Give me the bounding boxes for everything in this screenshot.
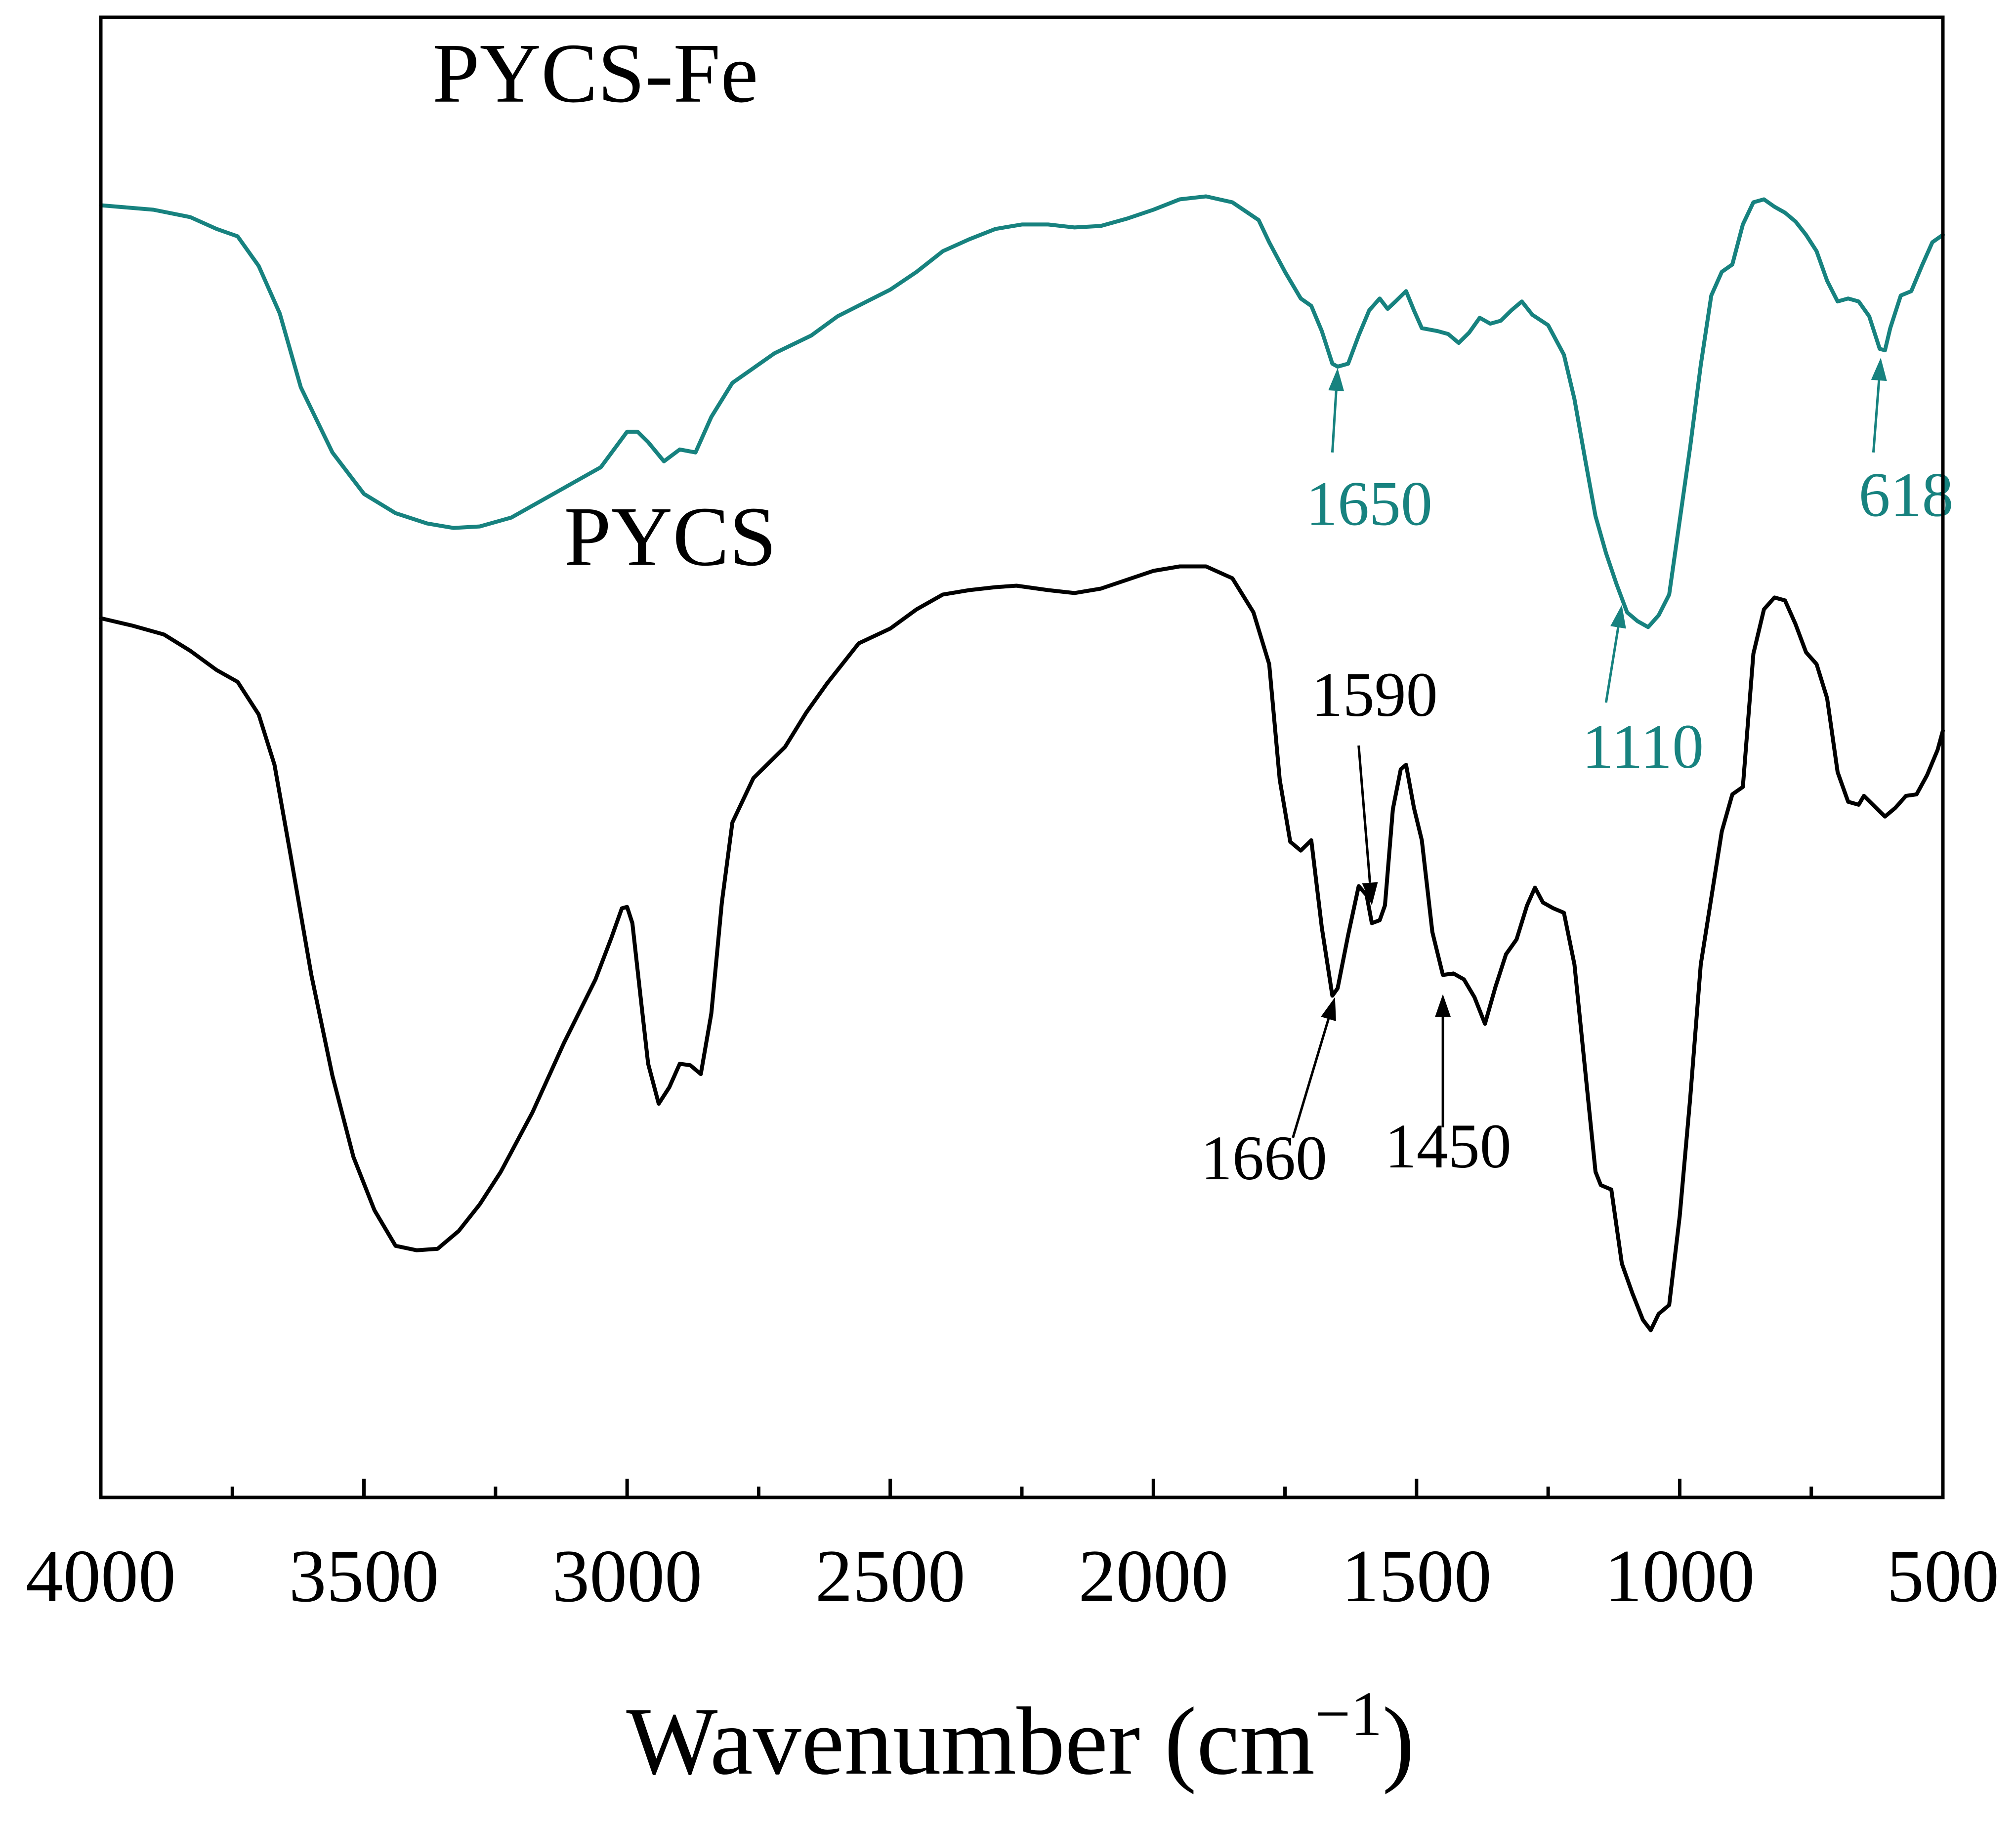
series-line-pycs (99, 564, 1945, 1332)
peak-label-1450: 1450 (1385, 1111, 1512, 1181)
x-axis-label-superscript: −1 (1315, 1679, 1382, 1749)
x-tick-label-4000: 4000 (26, 1534, 176, 1617)
x-tick-label-3500: 3500 (289, 1534, 439, 1617)
peak-label-1110: 1110 (1582, 711, 1704, 782)
x-tick-label-500: 500 (1887, 1534, 1999, 1617)
annotation-arrowhead-1450 (1435, 994, 1451, 1017)
x-tick-label-1500: 1500 (1342, 1534, 1492, 1617)
x-tick-label-2500: 2500 (815, 1534, 966, 1617)
x-axis-ticks: 4000 3500 3000 2500 2000 1500 1000 500 (26, 1479, 1999, 1617)
series-label-pycs: PYCS (564, 490, 776, 584)
x-tick-label-2000: 2000 (1078, 1534, 1228, 1617)
series-labels: PYCS-Fe PYCS (432, 27, 777, 584)
series-line-pycs-fe (99, 194, 1945, 629)
peak-label-1590: 1590 (1311, 660, 1438, 730)
series-label-pycs-fe: PYCS-Fe (432, 27, 758, 121)
peak-label-1650: 1650 (1306, 469, 1432, 539)
x-axis-label: Wavenumber (cm−1) (626, 1679, 1414, 1795)
series-curves (99, 194, 1945, 1332)
x-axis-label-close: ) (1382, 1688, 1414, 1795)
annotation-arrowhead-618 (1871, 358, 1887, 381)
annotation-arrowhead-1590 (1362, 882, 1378, 906)
annotation-arrow-line-1660 (1292, 1018, 1330, 1138)
x-axis-label-text: Wavenumber (cm (626, 1688, 1315, 1795)
x-tick-label-1000: 1000 (1604, 1534, 1755, 1617)
annotation-arrow-line-1590 (1357, 745, 1372, 883)
annotation-arrowhead-1650 (1328, 368, 1344, 391)
peak-label-618: 618 (1858, 460, 1953, 530)
annotation-arrow-line-1110 (1604, 627, 1620, 703)
x-tick-label-3000: 3000 (552, 1534, 702, 1617)
annotation-arrowhead-1660 (1321, 997, 1336, 1022)
peak-label-1660: 1660 (1201, 1123, 1327, 1193)
annotation-arrow-line-1650 (1331, 390, 1338, 453)
annotation-arrowhead-1110 (1610, 605, 1626, 629)
annotation-arrow-line-618 (1872, 380, 1881, 453)
peak-annotations: 1650 1110 618 1590 1660 1450 (1201, 358, 1953, 1193)
